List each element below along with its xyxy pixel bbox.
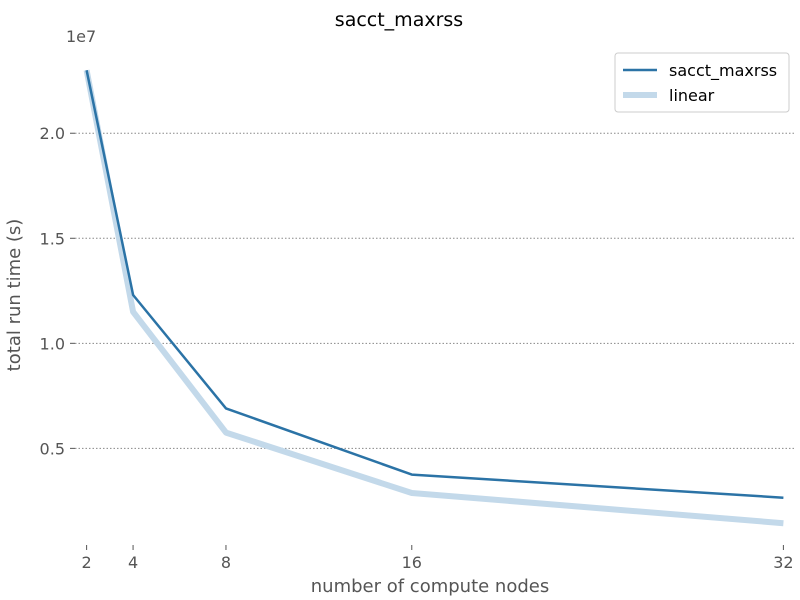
y-axis-offset-label: 1e7 bbox=[66, 27, 96, 46]
chart-title: sacct_maxrss bbox=[335, 9, 463, 31]
y-axis-label: total run time (s) bbox=[4, 219, 25, 372]
x-axis: 2 4 8 16 32 bbox=[82, 545, 794, 572]
x-tick-label: 2 bbox=[82, 553, 92, 572]
y-tick-label: 1.5 bbox=[40, 229, 65, 248]
y-axis: 0.5 1.0 1.5 2.0 bbox=[40, 124, 75, 458]
y-tick-label: 1.0 bbox=[40, 334, 65, 353]
grid bbox=[75, 132, 795, 449]
x-tick-label: 16 bbox=[402, 553, 422, 572]
y-tick-label: 2.0 bbox=[40, 124, 65, 143]
x-axis-label: number of compute nodes bbox=[311, 576, 549, 597]
x-tick-label: 32 bbox=[773, 553, 793, 572]
legend-label: linear bbox=[669, 86, 715, 105]
x-tick-label: 4 bbox=[128, 553, 138, 572]
y-tick-label: 0.5 bbox=[40, 439, 65, 458]
legend-frame bbox=[614, 52, 790, 113]
series-line-sacct-maxrss bbox=[85, 69, 784, 499]
plot-area bbox=[83, 69, 784, 527]
legend-label: sacct_maxrss bbox=[669, 61, 777, 81]
x-tick-label: 8 bbox=[221, 553, 231, 572]
series-line-linear bbox=[83, 69, 784, 527]
